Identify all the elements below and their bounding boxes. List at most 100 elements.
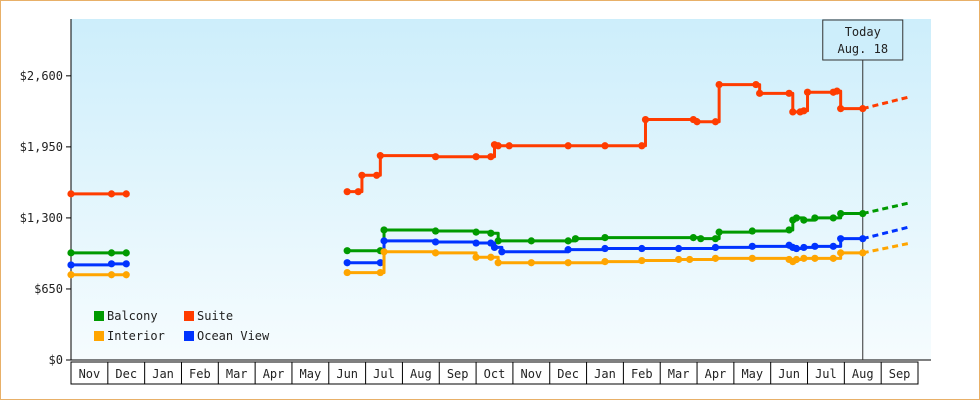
x-tick-label: May [300, 367, 322, 381]
data-point [487, 229, 495, 237]
data-point [675, 244, 683, 253]
data-point [564, 259, 572, 267]
data-point [829, 214, 837, 222]
data-point [811, 214, 819, 222]
data-point [638, 142, 646, 150]
data-point [472, 228, 480, 236]
data-point [107, 249, 116, 257]
data-point [358, 171, 366, 179]
data-point [107, 271, 116, 279]
data-point [638, 244, 646, 253]
data-point [564, 246, 572, 254]
x-tick-label: Oct [484, 367, 506, 381]
x-tick-label: Jul [373, 367, 395, 381]
data-point [800, 107, 808, 115]
x-tick-label: Sep [889, 367, 911, 381]
legend: Balcony Suite Interior Ocean View [94, 309, 270, 343]
data-point [792, 244, 801, 253]
data-point [67, 249, 75, 257]
data-point [748, 242, 756, 250]
x-tick-label: Feb [631, 367, 653, 381]
series-line [71, 262, 127, 267]
data-point [715, 80, 723, 89]
data-point [472, 153, 480, 161]
x-tick-label: Mar [226, 367, 248, 381]
data-point [107, 260, 116, 268]
data-point [792, 255, 801, 264]
data-point [689, 233, 697, 242]
data-point [564, 237, 572, 245]
data-point [601, 142, 609, 150]
data-point [829, 242, 837, 250]
projection-line [862, 201, 911, 216]
data-point [343, 268, 351, 277]
data-point [107, 190, 116, 198]
data-point [638, 256, 646, 265]
data-point [431, 227, 440, 235]
x-axis-month-strip [70, 361, 919, 385]
x-tick-label: Sep [447, 367, 469, 381]
projection-line [862, 225, 912, 241]
data-point [122, 249, 130, 257]
data-point [472, 239, 480, 247]
data-point [343, 247, 351, 255]
data-point [376, 259, 384, 267]
data-point [641, 115, 650, 124]
data-point [122, 190, 130, 198]
series-ocean-view [67, 225, 912, 269]
x-tick-label: Jan [152, 367, 174, 381]
data-point [837, 105, 845, 113]
data-point [431, 249, 440, 257]
data-point [792, 214, 801, 222]
x-tick-label: Apr [263, 367, 285, 381]
x-tick-label: Jul [815, 367, 837, 381]
data-point [803, 88, 812, 96]
data-point [122, 260, 130, 268]
series-layer [67, 80, 912, 279]
series-suite [67, 80, 912, 198]
y-tick-label: $2,600 [20, 69, 63, 83]
series-balcony [67, 201, 911, 257]
legend-label: Suite [197, 309, 233, 323]
data-point [505, 142, 513, 150]
data-point [571, 235, 580, 243]
data-point [752, 80, 760, 89]
data-point [833, 87, 841, 95]
today-label: Today [845, 25, 881, 39]
legend-swatch [94, 331, 104, 341]
x-tick-label: Aug [852, 367, 874, 381]
y-tick-label: $0 [49, 353, 63, 367]
data-point [675, 255, 683, 264]
legend-swatch [94, 311, 104, 321]
data-point [601, 244, 609, 253]
data-point [498, 248, 506, 256]
data-point [697, 235, 705, 243]
data-point [380, 226, 388, 234]
data-point [800, 254, 808, 262]
data-point [800, 216, 808, 224]
data-point [527, 259, 535, 267]
data-point [837, 235, 845, 243]
data-point [711, 254, 720, 262]
x-tick-label: Nov [79, 367, 101, 381]
data-point [837, 249, 845, 257]
data-point [785, 89, 793, 97]
today-callout-box [822, 19, 904, 61]
data-point [711, 235, 720, 243]
data-point [343, 188, 351, 196]
data-point [748, 254, 756, 262]
y-tick-label: $650 [34, 282, 63, 296]
series-interior [67, 241, 911, 279]
legend-swatch [184, 311, 194, 321]
projection-line [862, 241, 911, 255]
data-point [837, 209, 845, 218]
data-point [431, 238, 440, 246]
data-point [67, 261, 75, 269]
today-date: Aug. 18 [837, 42, 888, 56]
plot-area [71, 19, 931, 360]
x-tick-label: May [741, 367, 763, 381]
projection-line [862, 95, 912, 111]
legend-label: Balcony [107, 309, 158, 323]
data-point [494, 142, 502, 150]
